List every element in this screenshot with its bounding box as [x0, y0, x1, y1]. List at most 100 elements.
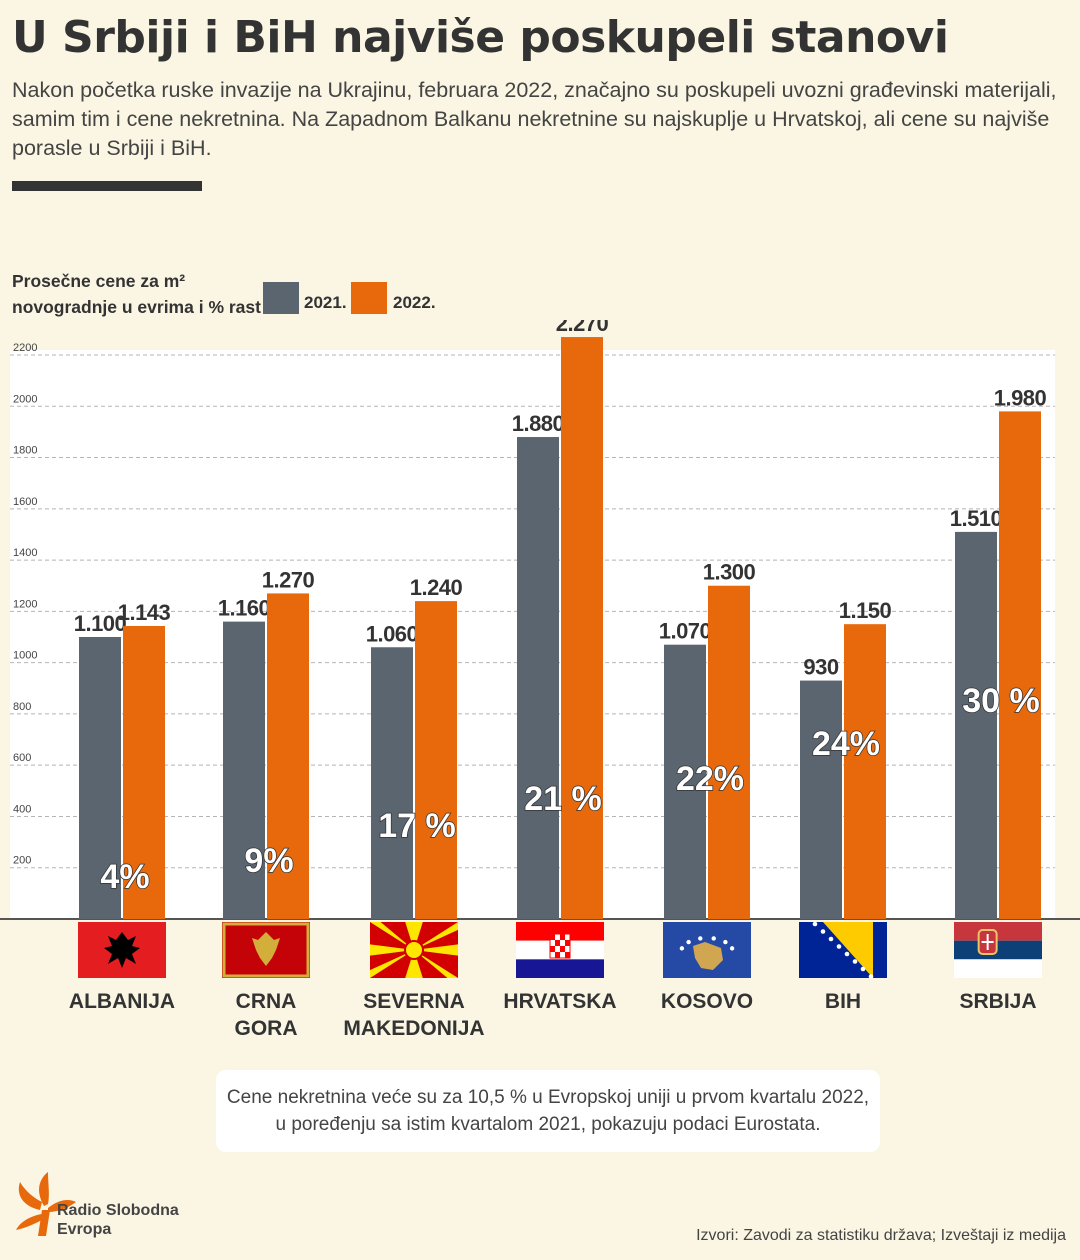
category-label: CRNA	[236, 990, 297, 1013]
category-label: SEVERNA	[363, 990, 465, 1013]
note-line2: u poređenju sa istim kvartalom 2021, pok…	[275, 1114, 821, 1135]
growth-label: 30 %	[962, 682, 1040, 720]
y-tick-label: 800	[13, 701, 31, 713]
checker	[555, 952, 560, 958]
montenegro-flag	[222, 922, 310, 978]
star-icon	[868, 974, 874, 979]
star-icon	[679, 946, 685, 951]
checker	[555, 940, 560, 946]
sun-icon	[404, 940, 424, 960]
data-label-2022: 1.143	[118, 600, 171, 625]
category-label: HRVATSKA	[503, 990, 616, 1013]
legend-swatch-2022	[351, 282, 387, 314]
legend-label-2021: 2021.	[304, 293, 347, 312]
star-icon	[711, 936, 716, 941]
bar-2022	[844, 624, 886, 919]
flag-border	[222, 922, 310, 978]
data-label-2022: 1.240	[410, 575, 463, 600]
data-label-2022: 1.300	[703, 560, 756, 585]
bar-2022	[561, 337, 603, 919]
star-icon	[828, 936, 834, 942]
growth-label: 4%	[100, 858, 149, 896]
star-icon	[844, 951, 850, 957]
growth-label: 17 %	[378, 807, 456, 845]
bar-2021	[371, 647, 413, 919]
checker	[565, 940, 570, 946]
bosnia-flag	[799, 921, 887, 979]
bar-2022	[999, 411, 1041, 919]
north-macedonia-flag	[370, 922, 458, 978]
bar-2022	[267, 593, 309, 919]
bar-2022	[415, 601, 457, 919]
legend-label-2022: 2022.	[393, 293, 436, 312]
croatia-flag	[516, 922, 604, 978]
data-label-2021: 1.510	[950, 506, 1003, 531]
y-axis-label-line2: novogradnje u evrima i % rast	[12, 297, 261, 317]
star-icon	[729, 946, 735, 951]
star-icon	[852, 959, 858, 964]
kosovo-flag	[663, 922, 751, 978]
map-icon	[693, 942, 723, 970]
y-axis-label: Prosečne cene za m² novogradnje u evrima…	[12, 268, 262, 320]
y-tick-label: 2000	[13, 393, 37, 405]
star-icon	[820, 929, 826, 934]
star-icon	[860, 966, 866, 972]
star-icon	[723, 939, 728, 945]
bar-2021	[955, 531, 997, 919]
albania-flag	[78, 922, 166, 978]
legend-swatch-2021	[263, 282, 299, 314]
category-label: SRBIJA	[959, 990, 1036, 1013]
bar-2021	[223, 621, 265, 919]
checker	[560, 934, 565, 940]
data-label-2022: 1.980	[994, 385, 1047, 410]
star-icon	[836, 944, 842, 949]
data-label-2022: 2.270	[556, 320, 609, 336]
y-tick-label: 2200	[13, 342, 37, 354]
bar-2022	[123, 625, 165, 919]
data-label-2021: 1.880	[512, 411, 565, 436]
data-label-2022: 1.150	[839, 598, 892, 623]
category-label: ALBANIJA	[69, 990, 175, 1013]
stripe-white	[954, 959, 1042, 978]
stripe-blue	[954, 940, 1042, 960]
y-axis-label-line1: Prosečne cene za m²	[12, 271, 186, 291]
y-tick-label: 1600	[13, 496, 37, 508]
y-tick-label: 1000	[13, 650, 37, 662]
title-rule	[12, 181, 202, 191]
checker	[550, 934, 555, 940]
data-label-2021: 930	[803, 655, 838, 680]
data-label-2022: 1.270	[262, 567, 315, 592]
y-tick-label: 1800	[13, 445, 37, 457]
serbia-flag	[954, 922, 1042, 978]
source-note: Izvori: Zavodi za statistiku država; Izv…	[696, 1227, 1066, 1244]
brand-line1: Radio Slobodna	[57, 1202, 179, 1219]
eagle-icon	[104, 932, 140, 968]
data-label-2021: 1.060	[366, 621, 419, 646]
bar-2021	[664, 644, 706, 919]
y-tick-label: 1400	[13, 547, 37, 559]
y-tick-label: 200	[13, 855, 31, 867]
checker	[565, 952, 570, 958]
checker	[560, 946, 565, 952]
star-icon	[812, 921, 818, 927]
cross-icon	[981, 934, 994, 950]
growth-label: 24%	[812, 725, 880, 763]
category-label: BIH	[825, 990, 861, 1013]
growth-label: 21 %	[524, 780, 602, 818]
data-label-2021: 1.100	[74, 611, 127, 636]
triangle	[823, 922, 873, 978]
stripe-blue	[516, 959, 604, 978]
y-tick-label: 600	[13, 752, 31, 764]
growth-label: 9%	[244, 842, 293, 880]
stripe-red	[516, 922, 604, 941]
bar-2022	[708, 585, 750, 919]
note-line1: Cene nekretnina veće su za 10,5 % u Evro…	[226, 1087, 870, 1108]
stripe-red	[954, 922, 1042, 941]
checker	[550, 946, 555, 952]
bar-2021	[79, 637, 121, 919]
star-icon	[686, 939, 691, 945]
y-tick-label: 400	[13, 803, 31, 815]
data-label-2021: 1.160	[218, 596, 271, 621]
star-icon	[698, 936, 703, 941]
growth-label: 22%	[676, 760, 744, 798]
